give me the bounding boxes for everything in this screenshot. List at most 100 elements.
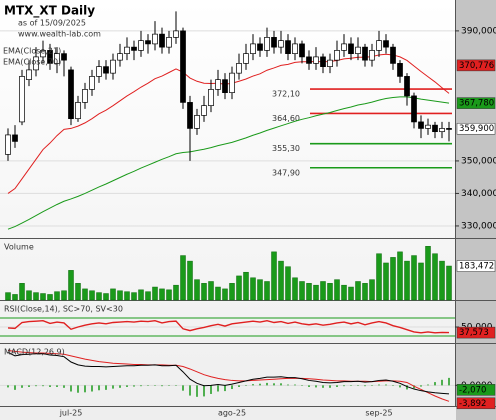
rsi-line [7,319,450,334]
candle-body [124,46,130,54]
candle-body [117,53,123,61]
histogram-bar [133,385,135,387]
histogram-bar [140,385,142,387]
histogram-bar [392,385,394,386]
volume-bar [348,286,354,301]
histogram-bar [49,385,51,387]
histogram-bar [196,385,198,397]
volume-bar [96,292,102,301]
volume-bar [75,283,81,301]
volume-bar [215,286,221,301]
candle-body [208,89,214,107]
x-tick-label: jul-25 [59,409,83,418]
histogram-bar [350,385,352,386]
histogram-bar [448,377,450,386]
candle-body [418,121,424,129]
volume-bar [103,293,109,301]
y-tick-label: 330,000 [461,221,496,231]
candle-body [292,43,298,54]
value-box [456,397,496,410]
candle-body [152,33,158,45]
histogram-bar [413,385,415,389]
candle-body [222,79,228,94]
panel-title: RSI(Close,14), SC>70, SV<30 [4,305,123,314]
volume-bar [383,262,389,301]
candle-body [439,128,445,133]
volume-bar [61,290,67,301]
histogram-bar [357,385,359,386]
value-label: 359,900 [459,124,494,134]
candle-body [327,59,333,67]
volume-bar [117,290,123,301]
candle-body [390,46,396,64]
volume-bar [285,266,291,301]
histogram-bar [329,385,331,388]
candle-body [194,115,200,129]
volume-bar [432,253,438,301]
histogram-bar [343,385,345,387]
volume-bar [355,281,361,301]
histogram-bar [406,385,408,390]
histogram-bar [434,382,436,386]
histogram-bar [385,384,387,386]
volume-bar [320,281,326,301]
candle-body [334,50,340,61]
plot-background [0,0,456,420]
value-label: -2,070 [459,385,486,395]
x-tick-label: sep-25 [365,409,392,418]
histogram-bar [378,384,380,386]
candle-body [201,105,207,116]
subtitle: as of 15/09/2025 [18,19,86,28]
histogram-bar [252,384,254,386]
volume-bar [208,281,214,301]
volume-bar [159,288,165,301]
candle-body [411,95,417,123]
histogram-bar [21,385,23,388]
histogram-bar [147,385,149,386]
volume-bar [369,279,375,301]
histogram-bar [154,385,156,386]
volume-bar [341,284,347,301]
candle-body [285,40,291,54]
histogram-bar [14,385,16,390]
volume-bar [145,291,151,301]
volume-bar [439,260,445,301]
candle-body [320,56,326,67]
volume-bar [26,290,32,301]
value-label: 183,472 [459,262,494,272]
panel-title: Volume [4,243,34,252]
panel-title: MACD(12,26,9) [4,348,65,357]
volume-bar [327,283,333,301]
candle-body [173,30,179,38]
candle-body [376,40,382,51]
volume-bar [299,281,305,301]
volume-bar [222,288,228,301]
y-tick-label: 390,000 [461,26,496,36]
candle-body [61,53,67,61]
histogram-bar [259,383,261,386]
ema-line [7,96,450,230]
histogram-bar [203,385,205,397]
candle-body [54,53,60,64]
histogram-bar [315,385,317,388]
candle-body [257,43,263,51]
volume-bar [12,294,18,301]
candle-body [89,76,95,90]
candle-body [19,76,25,123]
histogram-bar [217,385,219,392]
value-box [456,59,496,72]
candle-body [313,56,319,64]
volume-bar [362,283,368,301]
candle-body [40,50,46,58]
legend-entry: EMA(Close,70) [3,58,61,67]
volume-bar [82,288,88,301]
histogram-bar [441,379,443,386]
volume-bar [271,251,277,301]
histogram-bar [161,385,163,387]
volume-bar [292,277,298,301]
value-label: 37,573 [459,328,489,338]
candle-body [271,37,277,48]
histogram-bar [175,385,177,386]
histogram-bar [168,385,170,386]
